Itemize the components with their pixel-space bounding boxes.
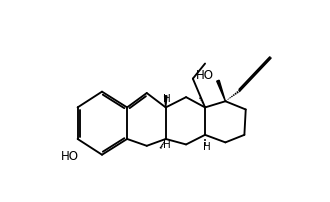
Text: H: H xyxy=(203,142,210,152)
Text: H: H xyxy=(163,140,171,150)
Text: H: H xyxy=(163,94,171,104)
Polygon shape xyxy=(217,80,225,101)
Text: HO: HO xyxy=(61,150,79,163)
Polygon shape xyxy=(165,96,167,107)
Text: HO: HO xyxy=(196,69,214,82)
